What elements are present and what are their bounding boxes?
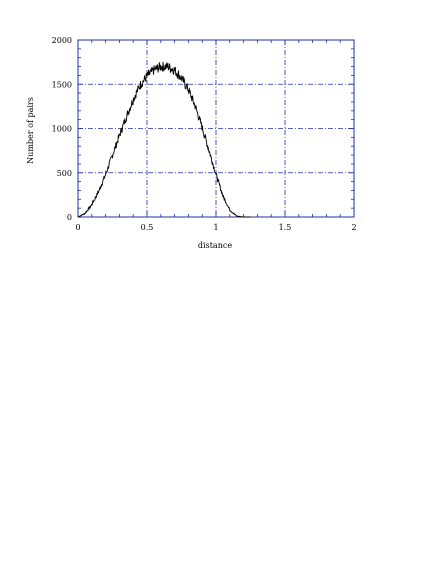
data-series-line xyxy=(77,61,251,218)
axis-ticks xyxy=(77,39,355,218)
x-tick-label: 2 xyxy=(351,223,356,232)
x-tick-label: 0.5 xyxy=(141,223,154,232)
x-tick-labels: 0 0.5 1 1.5 2 xyxy=(75,223,356,232)
x-tick-label: 1.5 xyxy=(279,223,292,232)
x-axis-title: distance xyxy=(198,241,232,250)
y-tick-labels: 0 500 1000 1500 2000 xyxy=(52,36,72,222)
y-tick-label: 1500 xyxy=(52,80,72,89)
x-tick-label: 1 xyxy=(213,223,218,232)
x-tick-label: 0 xyxy=(75,223,80,232)
grid-lines xyxy=(78,40,354,217)
y-tick-label: 500 xyxy=(57,169,72,178)
y-tick-label: 2000 xyxy=(52,36,72,45)
y-tick-label: 0 xyxy=(67,213,72,222)
y-axis-title: Number of pairs xyxy=(26,97,35,164)
y-tick-label: 1000 xyxy=(52,125,72,134)
